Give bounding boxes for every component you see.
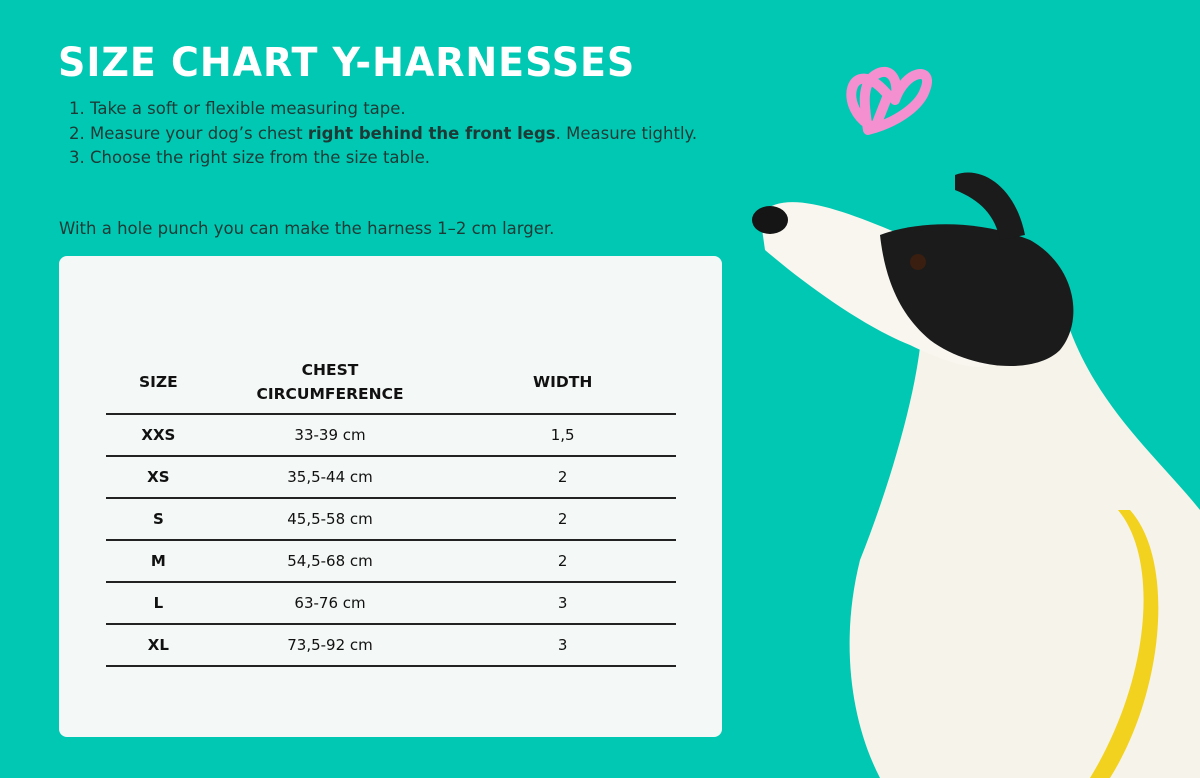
instruction-text: Measure your dog’s chest [90, 123, 308, 143]
table-row: XXS 33-39 cm 1,5 [106, 414, 676, 457]
table-header-row: SIZE CHEST CIRCUMFERENCE WIDTH [106, 351, 676, 415]
instruction-item: Choose the right size from the size tabl… [90, 146, 710, 171]
header-size: SIZE [106, 351, 211, 415]
size-cell: XL [106, 624, 211, 667]
heart-icon [846, 66, 932, 135]
width-cell: 3 [449, 624, 676, 667]
width-cell: 2 [449, 456, 676, 499]
chest-cell: 35,5-44 cm [210, 456, 450, 499]
instruction-item: Measure your dog’s chest right behind th… [90, 122, 710, 147]
instruction-text: . Measure tightly. [555, 123, 698, 143]
size-table: SIZE CHEST CIRCUMFERENCE WIDTH XXS 33-39 … [106, 351, 676, 667]
width-cell: 3 [449, 582, 676, 625]
table-row: L 63-76 cm 3 [106, 582, 676, 625]
width-cell: 2 [449, 498, 676, 541]
instruction-bold-text: right behind the front legs [307, 123, 556, 143]
chest-cell: 73,5-92 cm [210, 624, 450, 667]
chest-cell: 54,5-68 cm [210, 540, 450, 583]
instructions-list: Take a soft or flexible measuring tape. … [66, 97, 710, 171]
page-title: SIZE CHART Y-HARNESSES [58, 40, 636, 86]
chest-cell: 63-76 cm [210, 582, 450, 625]
chest-cell: 33-39 cm [210, 414, 450, 457]
table-row: S 45,5-58 cm 2 [106, 498, 676, 541]
instruction-text: Take a soft or flexible measuring tape. [90, 99, 406, 118]
width-cell: 1,5 [449, 414, 676, 457]
header-chest: CHEST CIRCUMFERENCE [210, 351, 450, 415]
width-cell: 2 [449, 540, 676, 583]
chest-cell: 45,5-58 cm [210, 498, 450, 541]
size-cell: L [106, 582, 211, 625]
dog-photo [752, 66, 1200, 778]
header-width: WIDTH [449, 351, 676, 415]
table-row: XS 35,5-44 cm 2 [106, 456, 676, 499]
size-cell: S [106, 498, 211, 541]
size-cell: M [106, 540, 211, 583]
instruction-item: Take a soft or flexible measuring tape. [90, 97, 710, 122]
table-row: M 54,5-68 cm 2 [106, 540, 676, 583]
size-cell: XS [106, 456, 211, 499]
dog-illustration [752, 172, 1200, 778]
header-chest-label: CHEST CIRCUMFERENCE [256, 361, 404, 403]
hole-punch-note: With a hole punch you can make the harne… [59, 219, 555, 238]
instruction-text: Choose the right size from the size tabl… [90, 148, 430, 167]
size-cell: XXS [106, 414, 211, 457]
table-row: XL 73,5-92 cm 3 [106, 624, 676, 667]
size-table-card: SIZE CHEST CIRCUMFERENCE WIDTH XXS 33-39 … [59, 256, 722, 737]
